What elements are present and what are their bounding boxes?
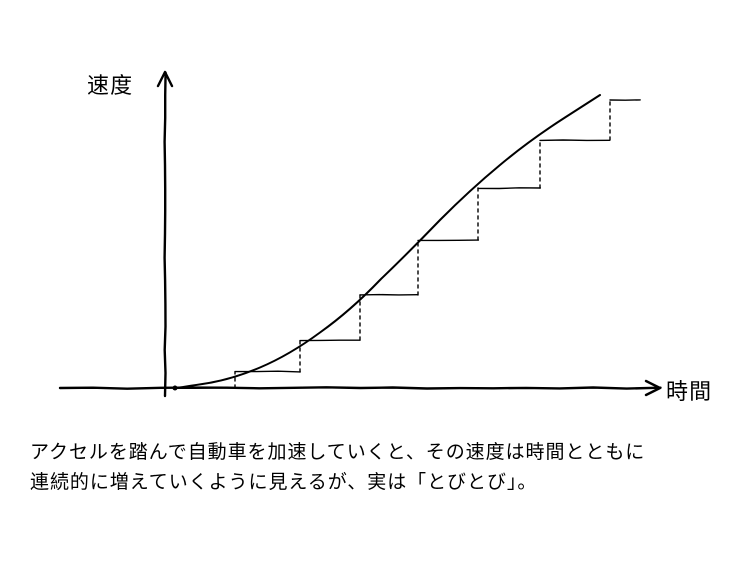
step-horizontals <box>175 100 640 388</box>
caption-line2-prefix: 連続的に増えていくように見えるが、実は <box>30 472 407 493</box>
diagram-canvas: 速度 時間 アクセルを踏んで自動車を加速していくと、その速度は時間とともに 連続… <box>0 0 750 563</box>
caption-line2-quote: 「とびとび」 <box>407 472 517 493</box>
origin-mark <box>173 386 178 391</box>
step-verticals <box>235 100 610 388</box>
caption-line2-suffix: 。 <box>517 472 537 493</box>
x-axis-label: 時間 <box>666 374 712 406</box>
x-axis <box>60 387 661 388</box>
caption-text: アクセルを踏んで自動車を加速していくと、その速度は時間とともに 連続的に増えてい… <box>30 438 720 499</box>
smooth-curve <box>175 95 600 388</box>
caption-line1: アクセルを踏んで自動車を加速していくと、その速度は時間とともに <box>30 442 645 463</box>
y-axis-label: 速度 <box>87 68 133 100</box>
y-axis <box>165 73 166 396</box>
